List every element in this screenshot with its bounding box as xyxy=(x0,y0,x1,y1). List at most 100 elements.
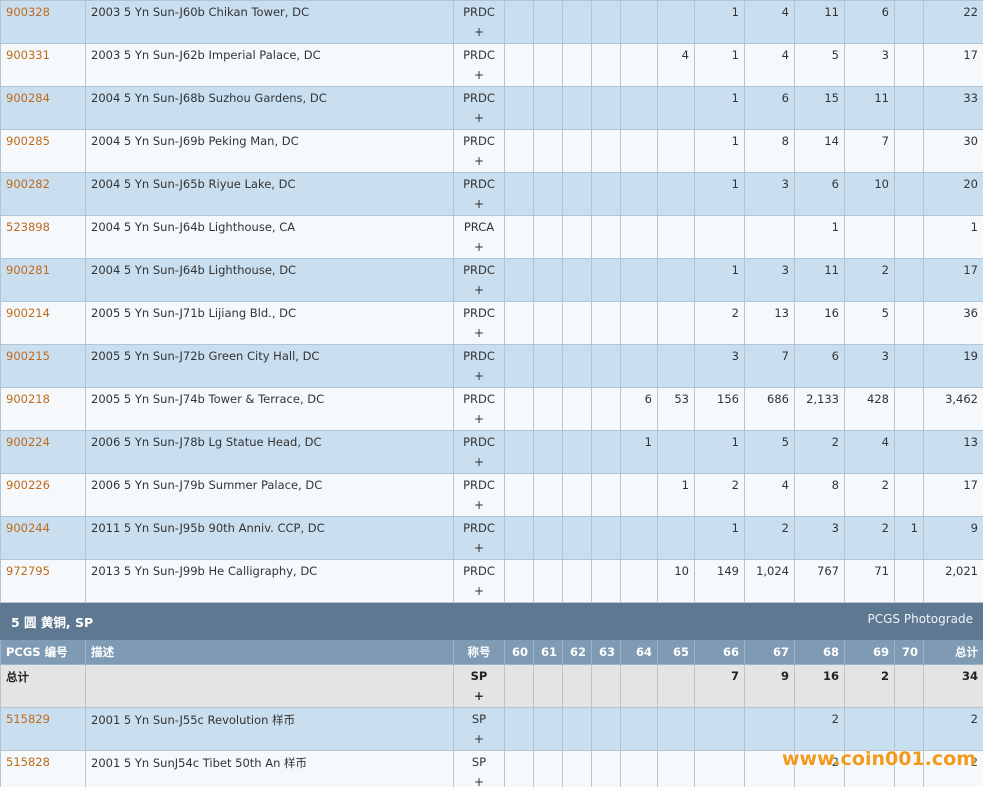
grade-count-cell xyxy=(504,516,534,560)
grade-count-cell: 53 xyxy=(657,387,695,431)
lower-rows: 515829 2001 5 Yn Sun-J55c Revolution 样币 SP… xyxy=(0,707,983,787)
grade-count-cell: 2 xyxy=(794,707,845,751)
plus-toggle[interactable]: + xyxy=(473,541,485,555)
pcgs-number-link[interactable]: 900244 xyxy=(6,521,50,535)
grade-count-cell xyxy=(591,387,621,431)
pcgs-number-cell: 515828 xyxy=(0,750,86,787)
grade-count-cell xyxy=(620,258,658,302)
plus-toggle[interactable]: + xyxy=(473,111,485,125)
column-header-grade[interactable]: 69 xyxy=(844,639,895,665)
grade-count-cell: 10 xyxy=(657,559,695,603)
pcgs-number-cell: 900215 xyxy=(0,344,86,388)
grade-count-cell: 13 xyxy=(744,301,795,345)
total-cell: 17 xyxy=(923,473,983,517)
grade-count-cell xyxy=(844,707,895,751)
pcgs-number-cell: 900284 xyxy=(0,86,86,130)
grade-count-cell: 11 xyxy=(844,86,895,130)
grade-count-cell xyxy=(894,750,924,787)
plus-toggle[interactable]: + xyxy=(473,25,485,39)
grade-count-cell: 2 xyxy=(794,750,845,787)
grade-count-cell xyxy=(620,301,658,345)
grade-count-cell xyxy=(620,86,658,130)
column-header-grade[interactable]: 60 xyxy=(504,639,534,665)
pcgs-number-link[interactable]: 900215 xyxy=(6,349,50,363)
plus-toggle[interactable]: + xyxy=(473,154,485,168)
grade-count-cell xyxy=(562,430,592,474)
total-cell: 33 xyxy=(923,86,983,130)
grade-count-cell xyxy=(620,344,658,388)
grade-count-cell xyxy=(894,387,924,431)
pcgs-number-link[interactable]: 900285 xyxy=(6,134,50,148)
plus-toggle[interactable]: + xyxy=(473,197,485,211)
pcgs-number-link[interactable]: 900214 xyxy=(6,306,50,320)
plus-toggle[interactable]: + xyxy=(473,775,485,787)
grade-count-cell: 3 xyxy=(744,172,795,216)
plus-toggle[interactable]: + xyxy=(473,455,485,469)
pcgs-number-link[interactable]: 515829 xyxy=(6,712,50,726)
pcgs-number-link[interactable]: 900328 xyxy=(6,5,50,19)
pcgs-number-link[interactable]: 900331 xyxy=(6,48,50,62)
plus-toggle[interactable]: + xyxy=(473,68,485,82)
grade-count-cell: 2 xyxy=(694,301,745,345)
grade-count-cell: 6 xyxy=(794,172,845,216)
section-header-cell: 5 圆 黄铜, SP PCGS Photograde xyxy=(0,602,983,640)
column-header-grade[interactable]: 63 xyxy=(591,639,621,665)
plus-toggle[interactable]: + xyxy=(473,412,485,426)
total-cell: 30 xyxy=(923,129,983,173)
column-header-grade[interactable]: 70 xyxy=(894,639,924,665)
grade-count-cell xyxy=(620,172,658,216)
column-header-row: PCGS 编号 描述 称号 60 61 62 63 64 65 66 67 68 69 70 总计 xyxy=(0,639,983,665)
column-header-grade[interactable]: 68 xyxy=(794,639,845,665)
grade-count-cell: 5 xyxy=(794,43,845,87)
grade-count-cell xyxy=(533,129,563,173)
column-header-grade[interactable]: 65 xyxy=(657,639,695,665)
column-header-grade[interactable]: 66 xyxy=(694,639,745,665)
grade-count-cell xyxy=(591,430,621,474)
table-row: 515828 2001 5 Yn SunJ54c Tibet 50th An 样币… xyxy=(0,750,983,787)
column-header-grade[interactable]: 67 xyxy=(744,639,795,665)
pcgs-number-link[interactable]: 972795 xyxy=(6,564,50,578)
pcgs-number-link[interactable]: 900226 xyxy=(6,478,50,492)
grade-count-cell xyxy=(591,43,621,87)
grade-count-cell xyxy=(591,707,621,751)
grade-count-cell xyxy=(591,129,621,173)
grade-count-cell xyxy=(504,86,534,130)
pcgs-number-link[interactable]: 900281 xyxy=(6,263,50,277)
pcgs-number-cell: 523898 xyxy=(0,215,86,259)
plus-toggle[interactable]: + xyxy=(473,498,485,512)
plus-toggle[interactable]: + xyxy=(473,584,485,598)
grade-count-cell: 7 xyxy=(744,344,795,388)
plus-toggle[interactable]: + xyxy=(473,369,485,383)
column-header-grade[interactable]: 64 xyxy=(620,639,658,665)
plus-toggle[interactable]: + xyxy=(473,283,485,297)
pcgs-number-link[interactable]: 900218 xyxy=(6,392,50,406)
grade-count-cell xyxy=(894,301,924,345)
grade-count-cell xyxy=(562,707,592,751)
column-header-pcgs-number[interactable]: PCGS 编号 xyxy=(0,639,86,665)
column-header-grade[interactable]: 61 xyxy=(533,639,563,665)
plus-toggle[interactable]: + xyxy=(473,689,485,703)
plus-toggle[interactable]: + xyxy=(473,732,485,746)
pcgs-number-link[interactable]: 900282 xyxy=(6,177,50,191)
description-cell: 2001 5 Yn Sun-J55c Revolution 样币 xyxy=(85,707,454,751)
plus-toggle[interactable]: + xyxy=(473,326,485,340)
plus-toggle[interactable]: + xyxy=(473,240,485,254)
table-row: 900284 2004 5 Yn Sun-J68b Suzhou Gardens,… xyxy=(0,86,983,130)
grade-count-cell xyxy=(591,172,621,216)
column-header-description[interactable]: 描述 xyxy=(85,639,454,665)
column-header-designation[interactable]: 称号 xyxy=(453,639,505,665)
pcgs-number-link[interactable]: 900284 xyxy=(6,91,50,105)
pcgs-number-link[interactable]: 515828 xyxy=(6,755,50,769)
pcgs-number-link[interactable]: 900224 xyxy=(6,435,50,449)
grade-count-cell xyxy=(620,0,658,44)
photograde-link[interactable]: PCGS Photograde xyxy=(867,611,973,626)
designation-cell: PRDC + xyxy=(453,258,505,302)
column-header-total[interactable]: 总计 xyxy=(923,639,983,665)
grade-count-cell xyxy=(844,750,895,787)
column-header-grade[interactable]: 62 xyxy=(562,639,592,665)
grade-count-cell: 2 xyxy=(844,516,895,560)
pcgs-number-link[interactable]: 523898 xyxy=(6,220,50,234)
description-cell: 2006 5 Yn Sun-J78b Lg Statue Head, DC xyxy=(85,430,454,474)
designation-label: PRDC xyxy=(463,521,495,535)
table-row: 900244 2011 5 Yn Sun-J95b 90th Anniv. CCP… xyxy=(0,516,983,560)
